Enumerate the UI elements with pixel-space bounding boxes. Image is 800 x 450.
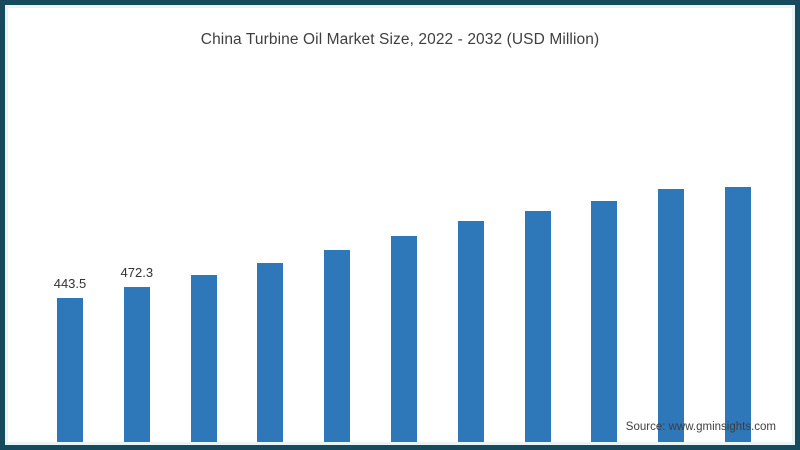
bar-value-label-2023: 472.3: [120, 265, 154, 280]
bar-2032[interactable]: [725, 187, 751, 450]
bar-2023[interactable]: [123, 287, 150, 450]
bar-2028[interactable]: [457, 221, 484, 450]
bar-2031[interactable]: [658, 189, 685, 450]
plot-area: 2022443.52023472.32024202520262027202820…: [30, 86, 770, 450]
bar-2029[interactable]: [524, 211, 551, 450]
bar-2027[interactable]: [391, 236, 417, 450]
bar-2022[interactable]: [57, 298, 83, 450]
source-attribution: Source: www.gminsights.com: [625, 421, 776, 433]
bar-2030[interactable]: [591, 201, 618, 450]
chart-title: China Turbine Oil Market Size, 2022 - 20…: [200, 31, 600, 48]
bar-value-label-2022: 443.5: [53, 276, 87, 291]
bar-2025[interactable]: [257, 263, 284, 450]
bar-2026[interactable]: [324, 250, 351, 450]
bar-2024[interactable]: [190, 275, 217, 450]
